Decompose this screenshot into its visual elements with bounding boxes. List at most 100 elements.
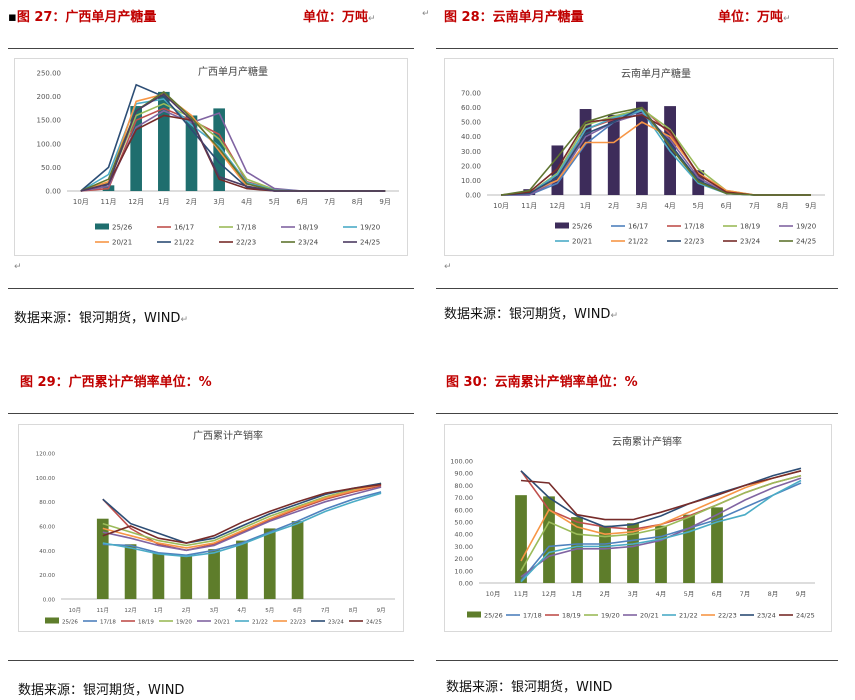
legend-label: 20/21 <box>214 620 230 626</box>
figure-27-rule-bottom <box>8 288 414 289</box>
x-tick-label: 5月 <box>693 202 704 210</box>
figure-28-rule-top <box>436 48 838 49</box>
figure-27-unit-text: 单位：万吨 <box>303 10 369 25</box>
y-tick-label: 40.00 <box>454 531 473 539</box>
y-tick-label: 30.00 <box>454 543 473 551</box>
legend-swatch <box>467 611 481 618</box>
legend-label: 21/22 <box>628 238 648 246</box>
x-tick-label: 5月 <box>269 198 280 206</box>
bar <box>515 495 527 583</box>
y-tick-label: 20.00 <box>39 573 55 579</box>
x-tick-label: 10月 <box>486 590 501 598</box>
bar <box>636 101 648 195</box>
y-tick-label: 40.00 <box>39 549 55 555</box>
legend-label: 18/19 <box>740 223 760 231</box>
bar <box>263 528 276 599</box>
x-tick-label: 11月 <box>101 198 117 206</box>
x-tick-label: 3月 <box>210 607 219 614</box>
x-tick-label: 5月 <box>684 590 695 598</box>
series-line <box>102 492 382 558</box>
legend-swatch <box>45 617 59 624</box>
figure-27-title: ▪图 27：广西单月产糖量 <box>8 6 156 25</box>
figure-28-unit: 单位：万吨↵ <box>718 10 791 25</box>
x-tick-label: 8月 <box>768 590 779 598</box>
legend-label: 25/26 <box>484 612 503 620</box>
x-tick-label: 3月 <box>636 202 647 210</box>
bar <box>711 507 723 583</box>
x-tick-label: 12月 <box>128 198 144 206</box>
legend-label: 18/19 <box>138 620 154 626</box>
legend-label: 20/21 <box>112 239 132 247</box>
x-tick-label: 3月 <box>213 198 224 206</box>
figure-28-source: 数据来源：银河期货，WIND↵ <box>444 307 618 322</box>
bar <box>599 525 611 583</box>
bar <box>551 145 564 195</box>
legend-label: 22/23 <box>236 239 256 247</box>
figure-28-rule-bottom <box>436 288 838 289</box>
y-tick-label: 30.00 <box>461 148 481 156</box>
figure-29-title: 图 29：广西累计产销率单位：% <box>20 371 212 390</box>
figure-30-rule-bottom <box>436 660 838 661</box>
figure-27-rule-top <box>8 48 414 49</box>
legend-label: 22/23 <box>290 620 306 626</box>
x-tick-label: 1月 <box>158 198 169 206</box>
series-line <box>520 477 802 578</box>
series-line <box>501 121 811 196</box>
bar <box>291 521 304 599</box>
y-tick-label: 100.00 <box>450 458 473 466</box>
legend-label: 24/25 <box>796 238 816 246</box>
figure-30-source: 数据来源：银河期货，WIND <box>446 676 612 695</box>
y-tick-label: 150.00 <box>37 117 62 125</box>
x-tick-label: 11月 <box>97 607 110 614</box>
bar <box>96 518 109 599</box>
y-tick-label: 80.00 <box>39 500 55 506</box>
y-tick-label: 60.00 <box>454 506 473 514</box>
legend-label: 24/25 <box>366 620 382 626</box>
x-tick-label: 4月 <box>241 198 252 206</box>
legend-label: 23/24 <box>298 239 319 247</box>
paragraph-mark: ↵ <box>444 262 452 272</box>
figure-27-source-text: 数据来源：银河期货，WIND <box>14 311 181 326</box>
legend-label: 20/21 <box>640 612 659 620</box>
x-tick-label: 9月 <box>805 202 816 210</box>
legend-label: 23/24 <box>757 612 776 620</box>
figure-28-source-text: 数据来源：银河期货，WIND <box>444 307 611 322</box>
legend-label: 23/24 <box>328 620 344 626</box>
chart-title: 云南累计产销率 <box>612 435 682 448</box>
figure-27-unit: 单位：万吨↵ <box>303 10 376 25</box>
series-line <box>102 491 382 557</box>
figure-30-rule-top <box>436 413 838 414</box>
figure-30-label: 图 30：云南累计产销率单位：% <box>446 375 638 390</box>
bar <box>607 114 620 195</box>
x-tick-label: 1月 <box>580 202 591 210</box>
x-tick-label: 11月 <box>514 590 529 598</box>
bar <box>152 552 165 599</box>
legend-label: 18/19 <box>298 224 318 232</box>
figure-28-title: 图 28：云南单月产糖量 <box>444 6 584 25</box>
x-tick-label: 8月 <box>777 202 788 210</box>
x-tick-label: 2月 <box>600 590 611 598</box>
chart-title: 云南单月产糖量 <box>621 67 691 80</box>
legend-label: 19/20 <box>176 620 192 626</box>
chart-guangxi-cumulative-rate: 广西累计产销率 0.00 20.00 40.00 60.00 80.00 100.00 120… <box>18 424 404 632</box>
x-tick-label: 10月 <box>73 198 89 206</box>
y-tick-label: 100.00 <box>37 140 62 148</box>
x-tick-label: 6月 <box>721 202 732 210</box>
legend-label: 25/26 <box>572 223 593 231</box>
series-line <box>520 479 802 583</box>
series-line <box>102 483 382 544</box>
y-tick-label: 10.00 <box>454 567 473 575</box>
legend-label: 19/20 <box>796 223 816 231</box>
legend-label: 17/18 <box>236 224 256 232</box>
series-line <box>520 470 802 521</box>
legend-label: 17/18 <box>100 620 116 626</box>
bar <box>185 115 198 191</box>
y-tick-label: 0.00 <box>45 188 61 196</box>
figure-29-source: 数据来源：银河期货，WIND <box>18 679 184 698</box>
legend-label: 21/22 <box>679 612 698 620</box>
legend-label: 16/17 <box>174 224 194 232</box>
y-tick-label: 70.00 <box>454 494 473 502</box>
x-tick-label: 8月 <box>349 607 358 614</box>
bar <box>158 91 170 191</box>
bullet-marker: ▪ <box>8 10 17 25</box>
